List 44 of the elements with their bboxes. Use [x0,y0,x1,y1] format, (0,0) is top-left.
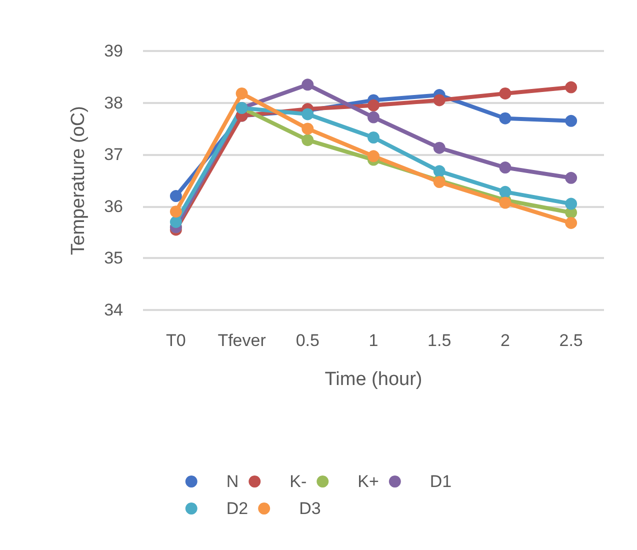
legend-label: N [226,472,239,491]
point [368,132,380,144]
legend-label: D3 [299,499,321,518]
legend-label: K- [290,472,307,491]
x-axis-title: Time (hour) [324,369,422,390]
point [236,87,248,100]
point [170,216,182,228]
point [565,81,578,94]
point [433,94,446,106]
x-tick-label: 1.5 [428,331,452,350]
y-tick-label: 34 [104,300,123,320]
point [565,114,578,127]
point [565,198,578,210]
x-tick-label: 2.5 [559,331,583,350]
point [302,78,314,91]
point [565,172,578,184]
x-tick-label: 2 [500,331,510,350]
point [302,134,314,146]
point [170,190,182,202]
x-tick-label: 1 [368,331,378,350]
point [433,165,446,178]
legend-label: D2 [226,499,248,518]
legend-label: D1 [430,472,452,491]
point [499,162,512,174]
y-tick-label: 39 [104,42,123,60]
point [499,87,512,100]
point [433,142,446,154]
point [499,112,512,124]
point [565,216,578,229]
point [368,99,380,112]
x-tick-label: Tfever [218,331,266,350]
point [368,150,380,162]
x-tick-label: 0.5 [296,331,320,350]
point [368,111,380,124]
point [302,122,314,135]
point [170,206,182,218]
y-tick-label: 38 [104,93,123,112]
y-tick-label: 36 [104,196,123,216]
x-tick-label: T0 [166,331,186,350]
point [302,108,314,120]
y-tick-label: 37 [104,145,123,164]
y-axis-title: Temperature (oC) [68,106,89,255]
y-tick-label: 35 [104,248,123,268]
legend-label: K+ [358,472,379,491]
